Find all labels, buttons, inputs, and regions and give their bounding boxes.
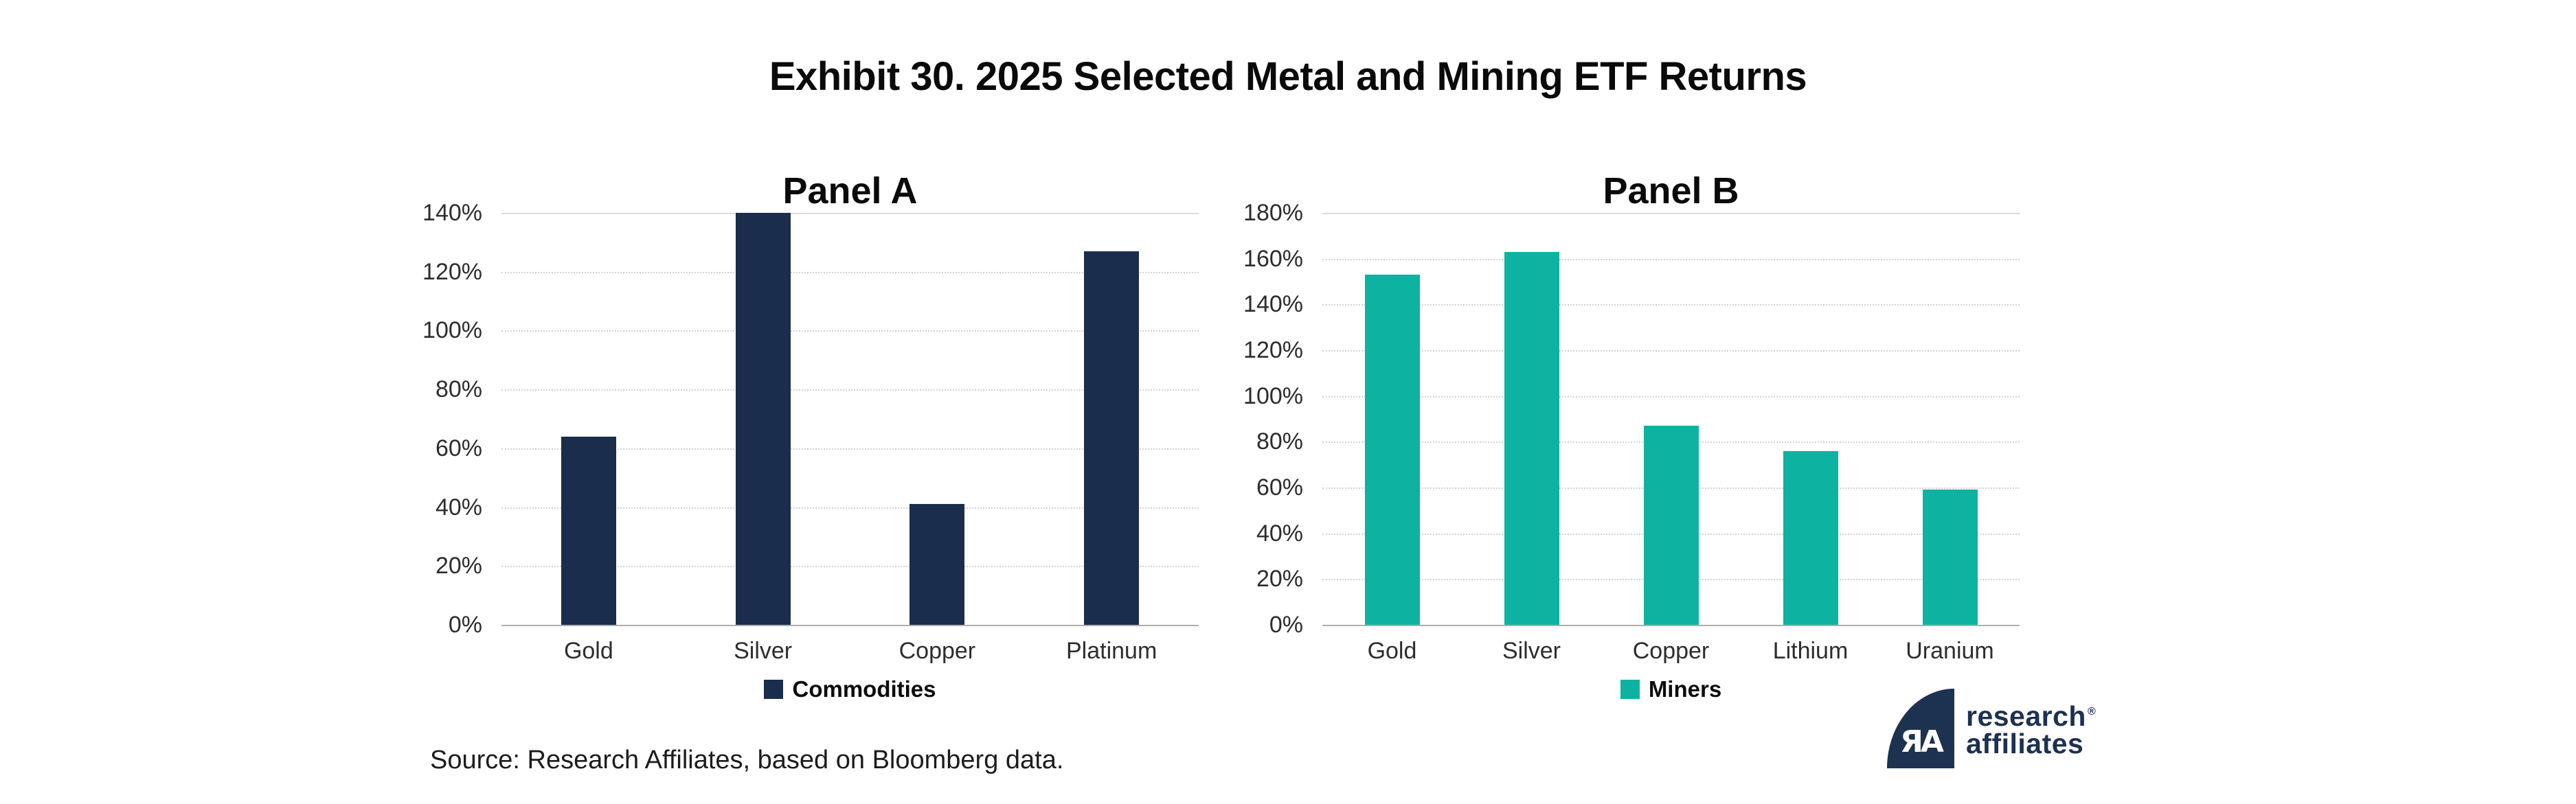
commodities-legend-swatch (764, 680, 784, 699)
bar-copper (1643, 426, 1699, 625)
bar-gold (1364, 275, 1420, 625)
gridline-60 (501, 448, 1199, 450)
y-tick-label-160: 160% (1243, 245, 1303, 272)
panel-a-x-axis: Gold Silver Copper Platinum (501, 637, 1199, 665)
x-tick-label-copper: Copper (1632, 638, 1710, 664)
panel-b-y-axis: 180% 160% 140% 120% 100% 80% 60% 40% 20% 0% (1202, 200, 1322, 638)
y-tick-label-100: 100% (422, 317, 482, 344)
y-tick-label-180: 180% (1243, 200, 1303, 226)
bar-lithium (1783, 450, 1838, 625)
gridline-120 (501, 271, 1199, 273)
panel-b-x-axis: Gold Silver Copper Lithium Uranium (1322, 637, 2020, 665)
bar-silver (735, 213, 791, 625)
panel-a-y-axis: 140% 120% 100% 80% 60% 40% 20% 0% (381, 200, 501, 638)
x-axis-line (1322, 625, 2020, 626)
y-tick-label-0: 0% (1269, 612, 1303, 638)
research-affiliates-logo: ЯA research ® affiliates (1887, 689, 2097, 768)
panel-b-plot-area (1322, 213, 2020, 626)
x-tick-label-copper: Copper (899, 638, 976, 664)
gridline-40 (501, 507, 1199, 509)
bar-silver (1504, 251, 1559, 625)
bar-gold (561, 436, 616, 625)
y-tick-label-0: 0% (448, 612, 482, 638)
y-tick-label-120: 120% (422, 258, 482, 285)
gridline-120 (1322, 350, 2020, 352)
x-tick-label-gold: Gold (563, 638, 613, 664)
gridline-80 (501, 389, 1199, 391)
y-tick-label-40: 40% (435, 494, 482, 520)
y-tick-label-60: 60% (435, 435, 482, 461)
x-tick-label-gold: Gold (1367, 638, 1417, 664)
x-tick-label-lithium: Lithium (1772, 638, 1849, 664)
ra-logo-line2: affiliates (1966, 728, 2084, 759)
gridline-140 (501, 213, 1199, 214)
gridline-140 (1322, 304, 2020, 306)
y-tick-label-80: 80% (435, 376, 482, 403)
panel-a-title: Panel A (782, 170, 918, 211)
y-tick-label-20: 20% (1256, 566, 1303, 593)
ra-logo-text: research ® affiliates (1966, 689, 2097, 768)
gridline-160 (1322, 258, 2020, 260)
ra-monogram: ЯA (1900, 724, 1944, 759)
panel-b: Panel B 180% 160% 140% 120% 100% 80% 60% 40% 20%… (1202, 135, 2020, 739)
registered-trademark-mark: ® (2087, 706, 2097, 717)
gridline-180 (1322, 213, 2020, 214)
gridline-100 (1322, 395, 2020, 398)
y-tick-label-80: 80% (1256, 428, 1303, 455)
ra-logo-sail-shape: ЯA (1887, 689, 1954, 768)
x-tick-label-platinum: Platinum (1065, 638, 1157, 664)
bar-copper (909, 504, 965, 625)
y-tick-label-20: 20% (435, 553, 482, 579)
y-tick-label-140: 140% (1243, 291, 1303, 318)
panel-a-plot-area (501, 213, 1199, 626)
panel-a: Panel A 140% 120% 100% 80% 60% 40% 20% 0% Gold S… (381, 135, 1199, 739)
x-tick-label-uranium: Uranium (1906, 638, 1994, 664)
y-tick-label-120: 120% (1243, 337, 1303, 363)
exhibit-title: Exhibit 30. 2025 Selected Metal and Mini… (769, 54, 1807, 99)
gridline-20 (501, 566, 1199, 568)
bar-uranium (1922, 490, 1978, 625)
miners-legend-swatch (1620, 680, 1640, 699)
bar-platinum (1084, 251, 1140, 625)
panel-a-legend: Commodities (501, 676, 1199, 703)
y-tick-label-140: 140% (422, 200, 482, 226)
x-tick-label-silver: Silver (734, 638, 793, 664)
y-tick-label-40: 40% (1256, 520, 1303, 547)
panel-b-legend: Miners (1322, 676, 2020, 703)
y-tick-label-100: 100% (1243, 382, 1303, 409)
commodities-legend-label: Commodities (792, 676, 936, 702)
gridline-100 (501, 330, 1199, 332)
miners-legend-label: Miners (1648, 676, 1722, 702)
source-note: Source: Research Affiliates, based on Bl… (430, 746, 1064, 774)
panel-b-title: Panel B (1603, 170, 1739, 211)
x-tick-label-silver: Silver (1502, 638, 1561, 664)
y-tick-label-60: 60% (1256, 474, 1303, 501)
ra-logo-line1: research (1966, 700, 2086, 732)
x-axis-line (501, 625, 1199, 626)
